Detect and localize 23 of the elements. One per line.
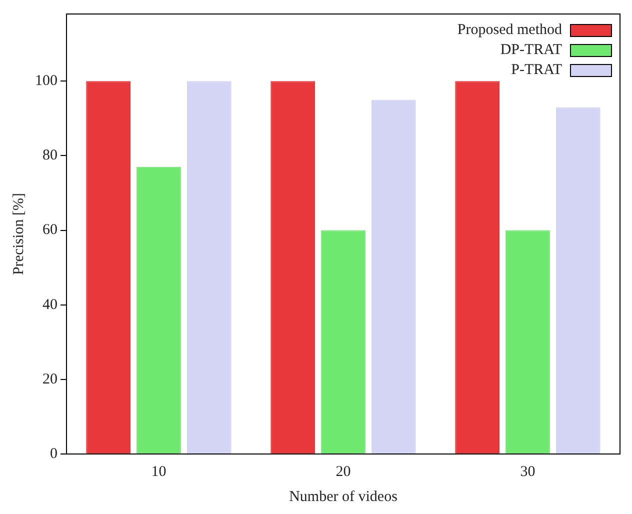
y-tick-label: 20 (42, 371, 58, 388)
bar (371, 100, 416, 454)
bar (556, 107, 600, 454)
bar (86, 81, 131, 454)
bar (186, 81, 232, 454)
y-tick-label: 60 (42, 222, 58, 238)
x-tick-label: 10 (151, 464, 166, 480)
legend-label: P-TRAT (511, 61, 562, 80)
y-tick-label: 80 (42, 148, 58, 164)
legend-label: DP-TRAT (500, 41, 562, 60)
x-axis-title: Number of videos (289, 488, 398, 505)
bar (321, 230, 366, 454)
bar (270, 81, 316, 454)
bar (455, 81, 500, 454)
x-tick-label: 30 (520, 464, 536, 480)
y-tick-label: 100 (35, 73, 58, 90)
x-tick-label: 20 (336, 464, 351, 480)
y-tick-label: 0 (50, 446, 58, 462)
legend-label: Proposed method (457, 21, 562, 40)
y-tick-label: 40 (42, 296, 58, 313)
bar (136, 166, 181, 454)
y-axis-title: Precision [%] (10, 192, 27, 276)
bar (506, 230, 550, 454)
